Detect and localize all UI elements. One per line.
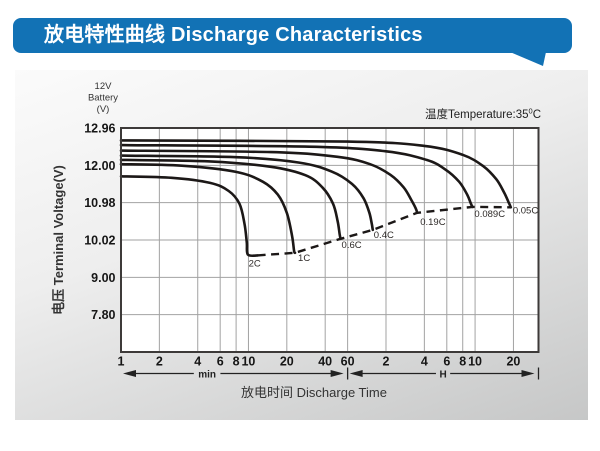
degree-superscript: 0 <box>529 107 533 116</box>
discharge-curve-1C <box>119 162 297 255</box>
y-tick-label: 12.96 <box>84 122 115 136</box>
temperature-note: 温度Temperature:350C <box>425 107 541 122</box>
speech-tail-shape <box>510 52 546 66</box>
corner-unit-line1: 12V <box>95 81 113 92</box>
x-tick-label: 10 <box>468 355 482 369</box>
discharge-curve-0.4C <box>119 154 375 232</box>
corner-unit-line2: Battery <box>88 93 118 104</box>
curve-rate-label-2C: 2C <box>249 258 261 269</box>
y-tick-label: 10.02 <box>84 234 115 248</box>
time-unit-label: min <box>198 369 216 380</box>
curve-rate-label-1C: 1C <box>298 253 310 264</box>
range-arrowhead-right-icon <box>521 370 535 377</box>
y-tick-label: 9.00 <box>91 271 115 285</box>
y-tick-label: 12.00 <box>84 159 115 173</box>
temperature-note-prefix: 温度Temperature:35 <box>425 107 529 121</box>
x-tick-label: 8 <box>233 355 240 369</box>
page-title: 放电特性曲线 Discharge Characteristics <box>44 24 423 46</box>
x-tick-label: 20 <box>280 355 294 369</box>
x-tick-label: 40 <box>318 355 332 369</box>
x-tick-label: 20 <box>506 355 520 369</box>
discharge-curve-0.089C <box>119 143 474 209</box>
y-tick-label: 10.98 <box>84 196 115 210</box>
y-axis-title: 电压 Terminal Voltage(V) <box>51 165 66 315</box>
x-tick-label: 8 <box>459 355 466 369</box>
x-tick-label: 6 <box>217 355 224 369</box>
range-arrowhead-left-icon <box>349 370 363 377</box>
temperature-note-suffix: C <box>533 109 541 121</box>
curve-rate-label-0.4C: 0.4C <box>374 230 394 241</box>
discharge-curve-0.6C <box>119 158 342 241</box>
y-tick-label: 7.80 <box>91 308 115 322</box>
discharge-curve-0.19C <box>119 149 419 215</box>
header-banner: 放电特性曲线 Discharge Characteristics <box>13 18 572 53</box>
discharge-curve-0.05C <box>119 139 513 209</box>
x-tick-label: 10 <box>241 355 255 369</box>
plot-border <box>120 127 540 353</box>
x-tick-label: 2 <box>156 355 163 369</box>
header-banner-tail-icon <box>510 52 546 66</box>
range-arrowhead-right-icon <box>330 370 344 377</box>
time-unit-label: H <box>439 369 446 380</box>
x-tick-label: 60 <box>341 355 355 369</box>
curve-rate-label-0.6C: 0.6C <box>342 240 362 251</box>
curve-rate-label-0.05C: 0.05C <box>513 205 538 216</box>
x-tick-label: 4 <box>194 355 201 369</box>
corner-unit-line3: (V) <box>97 104 110 115</box>
curve-rate-label-0.19C: 0.19C <box>420 217 445 228</box>
x-tick-label: 6 <box>443 355 450 369</box>
x-axis-title: 放电时间 Discharge Time <box>241 385 387 400</box>
discharge-curve-2C <box>119 175 259 258</box>
curve-rate-label-0.089C: 0.089C <box>474 209 505 220</box>
x-tick-label: 1 <box>118 355 125 369</box>
range-arrowhead-left-icon <box>123 370 136 377</box>
x-tick-label: 2 <box>383 355 390 369</box>
x-tick-label: 4 <box>421 355 428 369</box>
